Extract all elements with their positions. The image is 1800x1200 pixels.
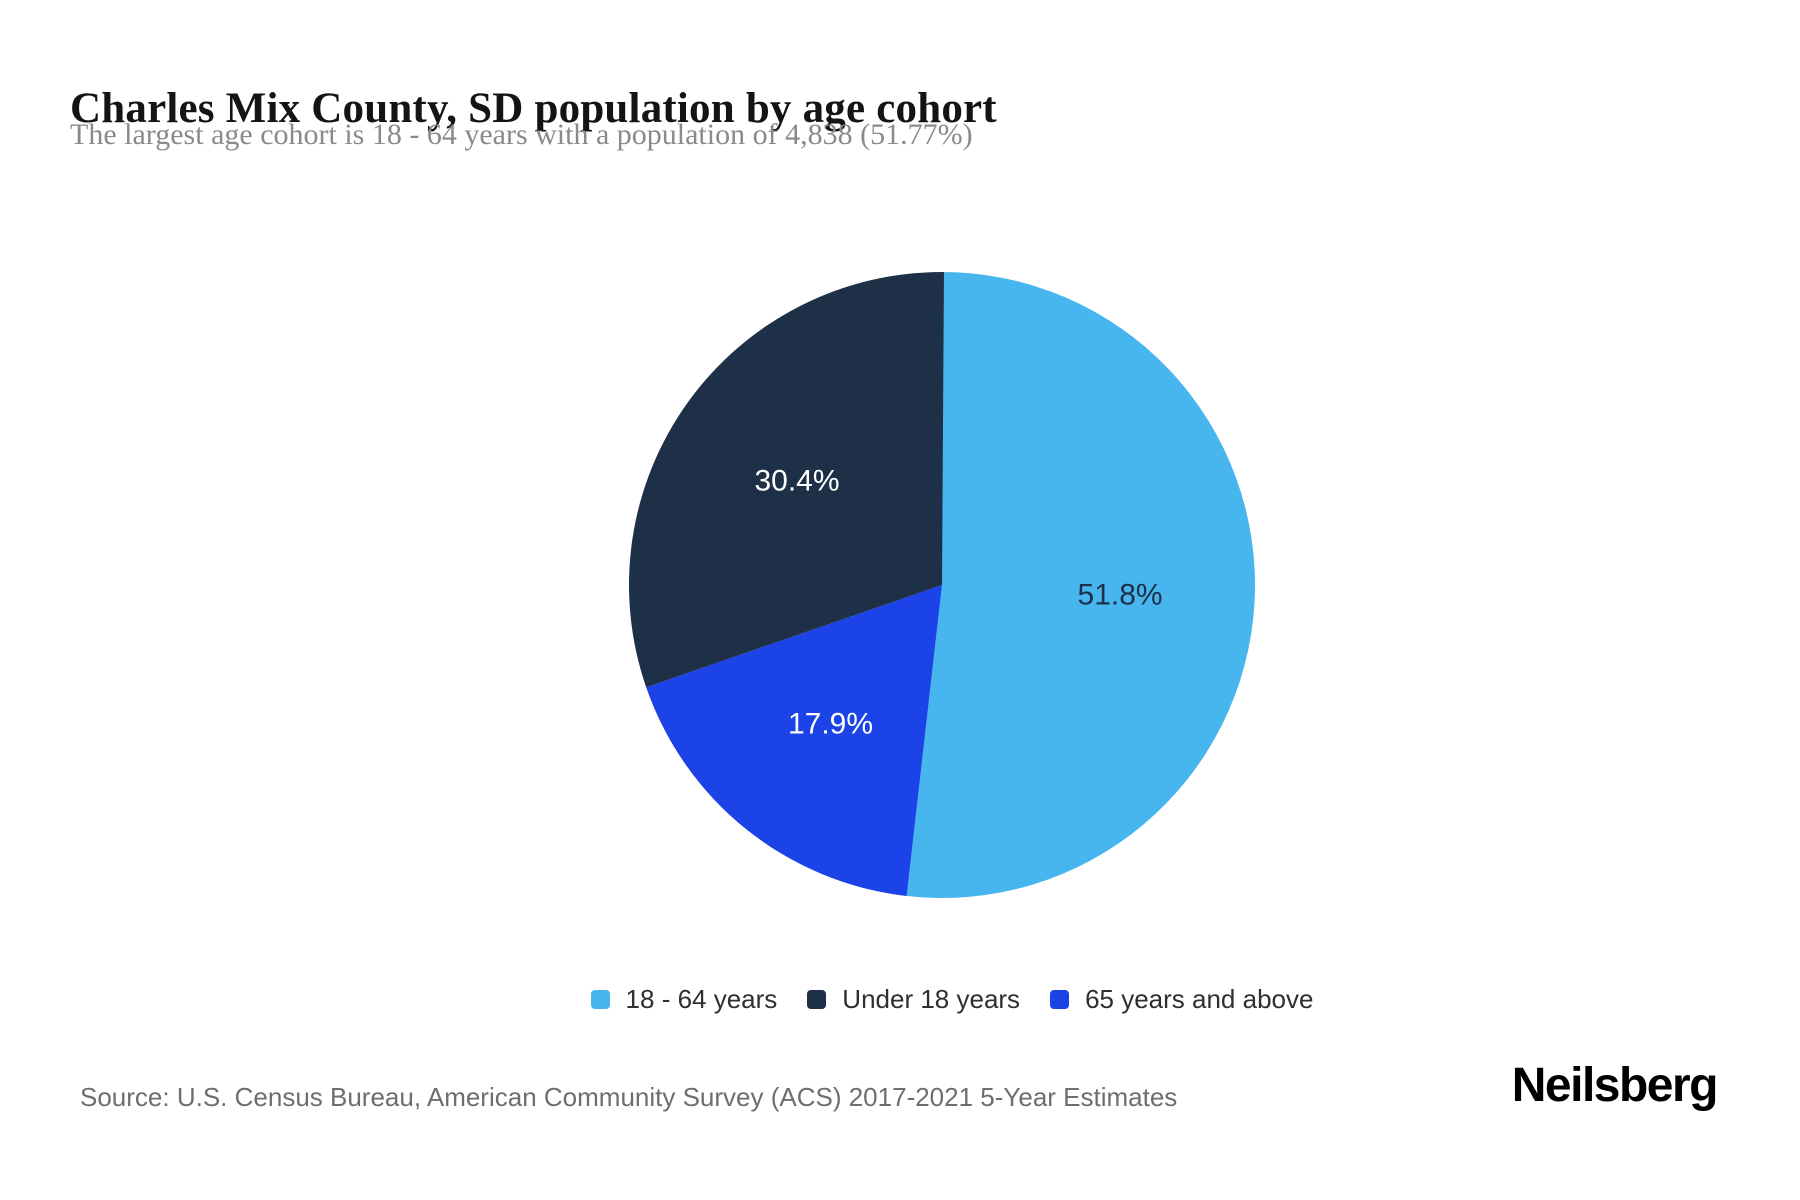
legend-swatch [1050, 990, 1070, 1009]
legend-swatch [807, 990, 827, 1009]
pie-slice-under-18-years[interactable] [629, 272, 944, 688]
pie-slice-label: 30.4% [754, 465, 839, 498]
brand-logo: Neilsberg [1511, 1059, 1719, 1112]
chart-title: Charles Mix County, SD population by age… [70, 84, 997, 132]
pie-slice-65-years-and-above[interactable] [646, 585, 942, 896]
pie-chart: 51.8% 17.9% 30.4% [629, 272, 1256, 899]
legend-item-under-18-years[interactable]: Under 18 years [807, 984, 1020, 1015]
chart-subtitle: The largest age cohort is 18 - 64 years … [70, 118, 973, 151]
legend: 18 - 64 years Under 18 years 65 years and … [104, 984, 1800, 1015]
pie-slice-label: 51.8% [1078, 579, 1163, 612]
legend-item-65-years-and-above[interactable]: 65 years and above [1050, 984, 1313, 1015]
pie-slice-label: 17.9% [788, 708, 873, 741]
legend-label: 65 years and above [1085, 984, 1314, 1014]
source-attribution: Source: U.S. Census Bureau, American Com… [80, 1082, 1178, 1112]
pie-slice-18---64-years[interactable] [906, 272, 1256, 899]
legend-item-18---64-years[interactable]: 18 - 64 years [590, 984, 778, 1015]
legend-label: 18 - 64 years [625, 984, 778, 1014]
legend-swatch [590, 990, 610, 1009]
legend-label: Under 18 years [842, 984, 1021, 1014]
